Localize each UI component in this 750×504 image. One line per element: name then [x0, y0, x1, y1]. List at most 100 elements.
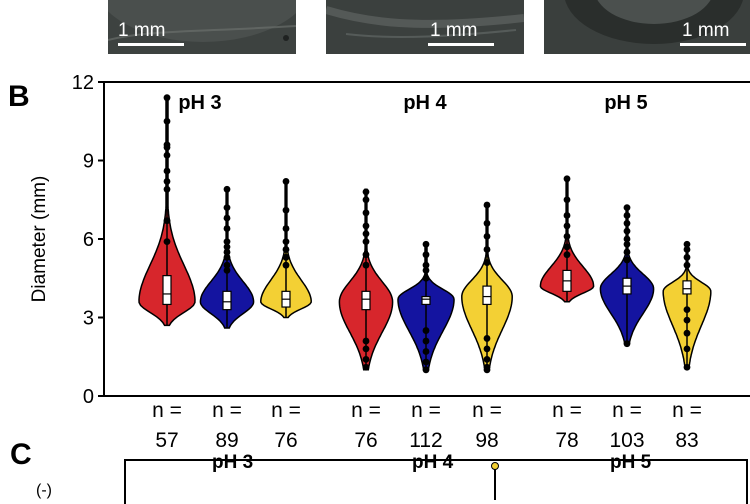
n-count-label: 76 [354, 429, 377, 452]
violin-point [362, 188, 370, 196]
violin-point [483, 345, 491, 353]
violin-box [482, 285, 492, 306]
violin-point [282, 261, 290, 269]
n-count-label: 57 [155, 429, 178, 452]
violin-point [422, 267, 430, 274]
scalebar-label: 1 mm [118, 20, 166, 41]
n-prefix-label: n = [472, 399, 502, 422]
y-tick-label: 0 [83, 386, 94, 408]
violin-point [683, 316, 691, 324]
panel-c-title: pH 3 [212, 452, 254, 473]
violin-point [683, 345, 691, 353]
violin-point [163, 141, 171, 149]
violin-point [223, 267, 231, 274]
scalebar-line [118, 43, 184, 46]
violin-point [683, 306, 691, 314]
micrograph-texture [544, 0, 750, 54]
panel-c-frame [124, 459, 748, 504]
n-count-label: 98 [475, 429, 498, 452]
n-count-label: 103 [609, 429, 644, 452]
scalebar-label: 1 mm [682, 20, 730, 41]
violin-point [422, 251, 430, 259]
group-title: pH 5 [604, 92, 647, 114]
violin-point [223, 185, 231, 193]
panel-c-title: pH 4 [412, 452, 454, 473]
violin-point [483, 219, 491, 227]
violin-point [362, 337, 370, 345]
n-count-label: 112 [409, 429, 442, 452]
violin-point [563, 196, 571, 204]
micrograph-tile: 1 mm [544, 0, 750, 54]
panel-c-ylabel-fragment: (-) [36, 482, 52, 499]
n-count-label: 89 [215, 429, 238, 452]
violin-point [683, 246, 691, 253]
n-count-label: 78 [555, 429, 578, 452]
violin-point [223, 248, 231, 256]
violin-point [683, 329, 691, 337]
violin-point [422, 358, 430, 366]
violin-point [422, 274, 430, 282]
violin-point [623, 212, 631, 219]
violin-point [422, 327, 430, 334]
panel-letter-b: B [8, 80, 30, 113]
panel-c-title: pH 5 [610, 452, 652, 473]
y-tick-label: 6 [83, 229, 94, 251]
violin-point [683, 261, 691, 269]
violin-point [683, 363, 691, 371]
n-prefix-label: n = [351, 399, 381, 422]
violin-point [483, 259, 491, 266]
violin-point [223, 225, 231, 232]
micrograph-tile: 1 mm [108, 0, 296, 54]
violin-point [623, 340, 631, 348]
violin-point [483, 355, 491, 363]
violin-point [563, 232, 571, 240]
violin-point [362, 196, 370, 204]
violin-point [282, 206, 290, 214]
violin-point [362, 261, 370, 269]
violin-point [362, 251, 370, 259]
n-prefix-label: n = [152, 399, 182, 422]
violin-point [483, 201, 491, 209]
violin-point [362, 363, 370, 371]
micrograph-tile: 1 mm [326, 0, 524, 54]
panel-letter-c: C [10, 438, 32, 471]
y-tick-label: 3 [83, 308, 94, 330]
violin-box [421, 295, 431, 306]
violin-point [362, 355, 370, 363]
violin-point [623, 256, 631, 264]
violin-point [163, 151, 171, 159]
violin-point [563, 222, 571, 230]
violin-point [483, 232, 491, 240]
violin-point [223, 214, 231, 222]
violin-point [563, 212, 571, 219]
scalebar-line [428, 43, 494, 46]
violin-point [163, 185, 171, 193]
violin-point [563, 251, 571, 259]
violin-point [163, 217, 171, 225]
violin-point [282, 225, 290, 232]
violin-point [422, 366, 430, 374]
violin-point [623, 248, 631, 256]
violin-point [223, 243, 231, 251]
y-tick-label: 9 [83, 151, 94, 173]
violin-point [623, 204, 631, 212]
y-tick-label: 12 [72, 72, 94, 94]
group-title: pH 4 [403, 92, 447, 114]
n-prefix-label: n = [612, 399, 642, 422]
violin-point [623, 219, 631, 227]
violin-point [282, 238, 290, 246]
violin-box [162, 275, 172, 306]
violin-point [223, 238, 231, 246]
violin-point [422, 240, 430, 248]
violin-point [563, 175, 571, 183]
violin-point [163, 94, 171, 102]
scalebar-label: 1 mm [430, 20, 478, 41]
violin-point [422, 337, 430, 345]
group-title: pH 3 [178, 92, 221, 114]
violin-point [422, 348, 430, 355]
violin-point [623, 240, 631, 248]
violin-point [282, 178, 290, 185]
